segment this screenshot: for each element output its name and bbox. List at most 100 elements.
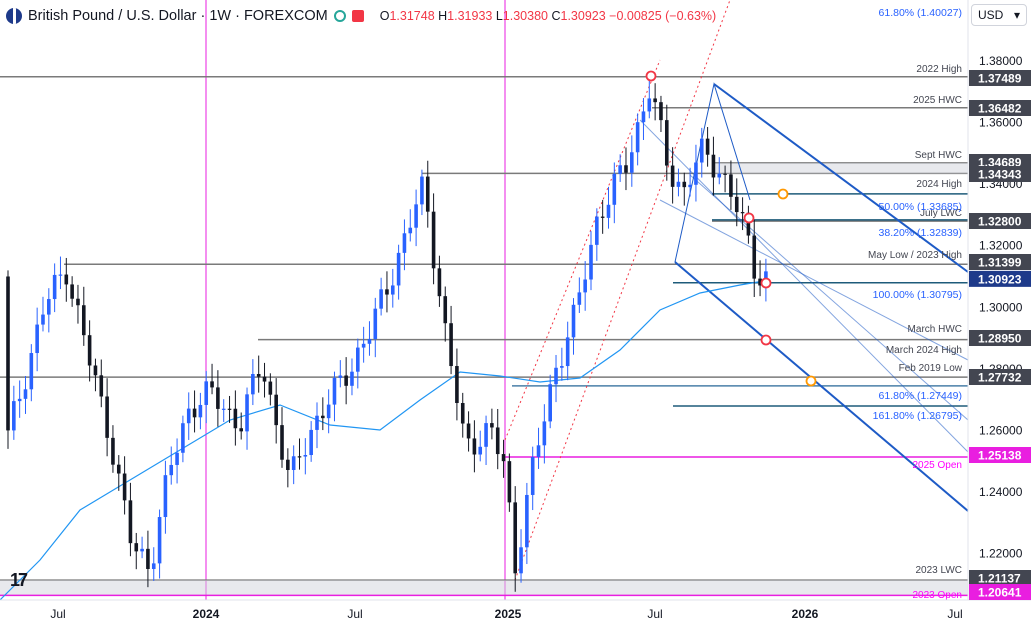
candle-body bbox=[630, 152, 634, 173]
level-label-4: 2024 High bbox=[916, 179, 962, 190]
level-label-7: March HWC bbox=[908, 324, 962, 335]
fib-label-0: 61.80% (1.40027) bbox=[879, 7, 962, 19]
candle-body bbox=[682, 181, 687, 188]
candle-body bbox=[361, 343, 366, 348]
candle-body bbox=[128, 500, 133, 544]
level-label-0: 2022 High bbox=[916, 64, 962, 75]
candle-body bbox=[274, 394, 278, 426]
candle-body bbox=[734, 196, 739, 213]
price-tick-6: 1.26000 bbox=[979, 423, 1023, 437]
gbp-flag-icon bbox=[6, 8, 22, 24]
candle-body bbox=[635, 122, 640, 153]
high-value: 1.31933 bbox=[447, 9, 493, 23]
candle-body bbox=[29, 353, 34, 390]
fib-label-1: 50.00% (1.33685) bbox=[879, 201, 962, 213]
currency-selector[interactable]: USD ▾ bbox=[971, 4, 1027, 26]
candle-body bbox=[437, 268, 442, 297]
candle-body bbox=[536, 445, 541, 457]
time-tick-6: Jul bbox=[947, 607, 962, 621]
asc-channel-upper bbox=[504, 59, 661, 441]
candle-body bbox=[595, 216, 599, 245]
pitchfork-handle bbox=[674, 82, 751, 263]
last-price-label: 1.30923 bbox=[978, 272, 1022, 286]
price-tick-1: 1.36000 bbox=[979, 116, 1023, 130]
support-zone bbox=[0, 580, 968, 596]
candle-body bbox=[659, 102, 663, 121]
candle-body bbox=[12, 401, 16, 431]
candle-body bbox=[175, 452, 179, 465]
price-badge-9 bbox=[969, 369, 1031, 385]
level-label-10: 2025 Open bbox=[913, 460, 963, 471]
low-value: 1.30380 bbox=[502, 9, 548, 23]
candle-body bbox=[186, 408, 191, 424]
pivot-marker-5 bbox=[805, 375, 817, 387]
price-badge-label-12: 1.20641 bbox=[978, 586, 1022, 600]
candle-body bbox=[431, 211, 436, 269]
candle-body bbox=[729, 174, 733, 197]
candle-body bbox=[23, 389, 28, 399]
candle-body bbox=[198, 404, 203, 418]
time-tick-5: 2026 bbox=[792, 607, 819, 621]
level-label-2: Sept HWC bbox=[915, 150, 962, 161]
pivot-marker-3 bbox=[760, 334, 772, 346]
candle-body bbox=[449, 323, 453, 367]
level-label-1: 2025 HWC bbox=[913, 95, 962, 106]
candle-body bbox=[303, 455, 308, 457]
channel-line-4 bbox=[659, 199, 969, 361]
candle-body bbox=[321, 415, 325, 419]
candle-body bbox=[41, 314, 45, 325]
candle-body bbox=[309, 429, 313, 456]
candle-body bbox=[396, 252, 401, 286]
candle-body bbox=[501, 454, 506, 462]
candle-body bbox=[210, 381, 214, 388]
candle-body bbox=[542, 421, 547, 446]
candle-body bbox=[507, 461, 512, 503]
candle-body bbox=[490, 423, 494, 428]
price-badge-label-6: 1.31399 bbox=[978, 256, 1022, 270]
symbol-title[interactable]: British Pound / U.S. Dollar · 1W · FOREX… bbox=[28, 8, 328, 24]
candle-body bbox=[484, 423, 488, 447]
candle-body bbox=[181, 423, 185, 453]
candle-body bbox=[758, 278, 762, 286]
candle-body bbox=[525, 494, 529, 548]
candle-body bbox=[589, 244, 593, 280]
candle-body bbox=[688, 184, 692, 188]
candle-body bbox=[169, 464, 174, 476]
chart-header: British Pound / U.S. Dollar · 1W · FOREX… bbox=[6, 5, 716, 27]
level-label-9: Feb 2019 Low bbox=[899, 363, 963, 374]
price-badge-3 bbox=[969, 166, 1031, 182]
candle-body bbox=[233, 408, 238, 429]
price-badge-label-3: 1.34343 bbox=[978, 168, 1022, 182]
tradingview-logo-icon[interactable]: 17 bbox=[10, 570, 28, 590]
candle-body bbox=[297, 456, 302, 458]
price-tick-7: 1.24000 bbox=[979, 485, 1023, 499]
price-badge-label-0: 1.37489 bbox=[978, 72, 1022, 86]
price-badge-label-8: 1.28950 bbox=[978, 332, 1022, 346]
candle-body bbox=[58, 274, 63, 276]
candle-body bbox=[385, 289, 389, 295]
price-badge-0 bbox=[969, 70, 1031, 86]
candle-body bbox=[653, 98, 657, 103]
time-tick-1: 2024 bbox=[193, 607, 220, 621]
candle-body bbox=[70, 284, 74, 299]
candle-body bbox=[554, 367, 558, 385]
price-badge-1 bbox=[969, 100, 1031, 116]
price-tick-8: 1.22000 bbox=[979, 547, 1023, 561]
candle-body bbox=[618, 165, 622, 174]
price-badge-label-5: 1.32800 bbox=[978, 215, 1022, 229]
candle-body bbox=[81, 305, 86, 336]
asc-channel-lower bbox=[514, 0, 731, 581]
candle-body bbox=[356, 347, 360, 372]
candle-body bbox=[647, 98, 652, 112]
candle-body bbox=[670, 165, 675, 187]
flag-icon[interactable] bbox=[351, 10, 364, 22]
price-badge-6 bbox=[969, 254, 1031, 270]
candle-body bbox=[268, 381, 273, 395]
price-badge-12 bbox=[969, 584, 1031, 600]
candle-body bbox=[367, 338, 372, 344]
channel-line-0 bbox=[713, 83, 969, 273]
candle-body bbox=[548, 384, 552, 422]
candle-body bbox=[583, 279, 587, 293]
time-tick-0: Jul bbox=[50, 607, 65, 621]
